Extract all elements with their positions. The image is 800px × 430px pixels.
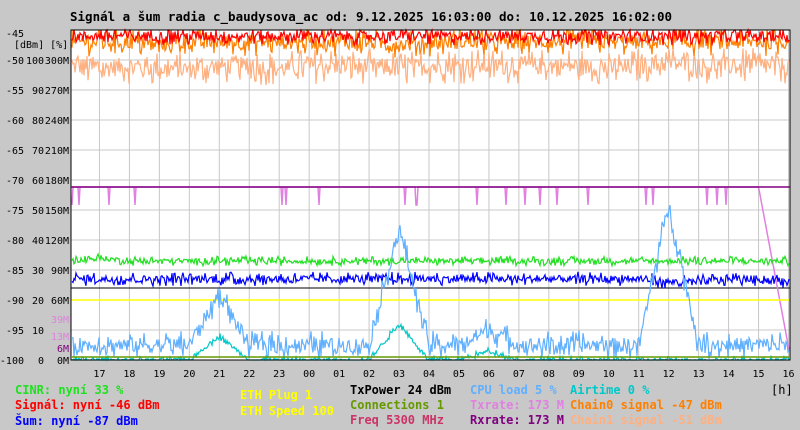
y-tick-label-pct: 80 xyxy=(32,116,44,127)
y-tick-label-pct: 40 xyxy=(32,236,44,247)
y-tick-label-mbit: 0M xyxy=(57,356,69,367)
x-tick-label: 02 xyxy=(363,369,375,380)
y-tick-label-dbm: -100 xyxy=(0,356,24,367)
x-tick-label: 07 xyxy=(513,369,525,380)
y-tick-label-pct: 10 xyxy=(32,326,44,337)
y-tick-label-pct: 50 xyxy=(32,206,44,217)
y-tick-label-pct: 30 xyxy=(32,266,44,277)
legend-freq: Freq 5300 MHz xyxy=(350,413,444,427)
x-tick-label: 18 xyxy=(123,369,135,380)
x-tick-label: 12 xyxy=(663,369,675,380)
y-tick-label-mbit: 270M xyxy=(45,86,69,97)
y-tick-label-dbm: -95 xyxy=(6,326,24,337)
x-tick-label: 23 xyxy=(273,369,285,380)
y-tick-label-mbit: 300M xyxy=(45,56,69,67)
y-tick-label-dbm: -45 xyxy=(6,29,24,40)
x-tick-label: 22 xyxy=(243,369,255,380)
y-tick-label-mbit: 150M xyxy=(45,206,69,217)
y-tick-label-dbm: -90 xyxy=(6,296,24,307)
x-tick-label: 21 xyxy=(213,369,225,380)
y-tick-label-dbm: -80 xyxy=(6,236,24,247)
series-line--um xyxy=(71,270,790,289)
y-tick-label-mbit: 120M xyxy=(45,236,69,247)
series-line-chain1-signal xyxy=(71,47,790,86)
legend-eth-plug: ETH Plug 1 xyxy=(240,388,313,402)
x-tick-label: 11 xyxy=(633,369,645,380)
plot-area xyxy=(71,30,790,360)
x-tick-label: 05 xyxy=(453,369,465,380)
series-line-cpu-load xyxy=(71,204,790,360)
y-tick-label-mbit: 210M xyxy=(45,146,69,157)
current-value-marker: 13M xyxy=(51,332,69,343)
legend-rxrate: Rxrate: 173 M xyxy=(470,413,564,427)
legend-chain0: Chain0 signal -47 dBm xyxy=(570,398,722,412)
y-tick-label-dbm: -55 xyxy=(6,86,24,97)
legend-txrate: Txrate: 173 M xyxy=(470,398,564,412)
legend-txpower: TxPower 24 dBm xyxy=(350,383,452,397)
x-tick-label: 20 xyxy=(183,369,195,380)
x-tick-label: 14 xyxy=(723,369,735,380)
y-tick-label-mbit: 180M xyxy=(45,176,69,187)
y-tick-label-mbit: 60M xyxy=(51,296,69,307)
y-axis-unit-label: [dBm] [%] xyxy=(14,40,69,51)
legend-airtime: Airtime 0 % xyxy=(570,383,650,397)
y-tick-label-dbm: -85 xyxy=(6,266,24,277)
y-tick-label-pct: 0 xyxy=(38,356,44,367)
legend-cinr: CINR: nyní 33 % xyxy=(15,383,124,397)
y-tick-label-pct: 90 xyxy=(32,86,44,97)
x-tick-label: 09 xyxy=(573,369,585,380)
y-tick-label-pct: 70 xyxy=(32,146,44,157)
y-tick-label-dbm: -60 xyxy=(6,116,24,127)
series-line-cinr xyxy=(71,252,790,268)
chart-title: Signál a šum radia c_baudysova_ac od: 9.… xyxy=(70,9,673,24)
x-tick-label: 08 xyxy=(543,369,555,380)
x-tick-label: 01 xyxy=(333,369,345,380)
x-tick-label: 17 xyxy=(93,369,105,380)
current-value-marker: 39M xyxy=(51,315,69,326)
legend-cpu: CPU load 5 % xyxy=(470,383,557,397)
y-tick-label-pct: 20 xyxy=(32,296,44,307)
x-tick-label: 13 xyxy=(693,369,705,380)
legend-noise: Šum: nyní -87 dBm xyxy=(15,414,138,428)
y-tick-label-pct: 100 xyxy=(26,56,44,67)
x-tick-label: 19 xyxy=(153,369,165,380)
y-tick-label-mbit: 90M xyxy=(51,266,69,277)
y-tick-label-pct: 60 xyxy=(32,176,44,187)
x-tick-label: 10 xyxy=(603,369,615,380)
y-tick-label-dbm: -75 xyxy=(6,206,24,217)
y-tick-label-dbm: -50 xyxy=(6,56,24,67)
x-axis-unit-label: [h] xyxy=(771,383,793,397)
y-tick-label-mbit: 240M xyxy=(45,116,69,127)
legend-eth-speed: ETH Speed 100 xyxy=(240,404,334,418)
y-tick-label-dbm: -65 xyxy=(6,146,24,157)
x-tick-label: 03 xyxy=(393,369,405,380)
legend-chain1: Chain1 signal -51 dBm xyxy=(570,413,722,427)
x-tick-label: 06 xyxy=(483,369,495,380)
current-value-marker: 6M xyxy=(57,344,69,355)
series-line-chain0-signal xyxy=(71,28,790,58)
legend-signal: Signál: nyní -46 dBm xyxy=(15,398,160,412)
x-tick-label: 04 xyxy=(423,369,435,380)
legend-connections: Connections 1 xyxy=(350,398,444,412)
plot-border xyxy=(70,29,791,361)
x-tick-label: 16 xyxy=(782,369,794,380)
series-line-sign-l xyxy=(71,27,790,48)
x-tick-label: 15 xyxy=(753,369,765,380)
x-tick-label: 00 xyxy=(303,369,315,380)
y-tick-label-dbm: -70 xyxy=(6,176,24,187)
